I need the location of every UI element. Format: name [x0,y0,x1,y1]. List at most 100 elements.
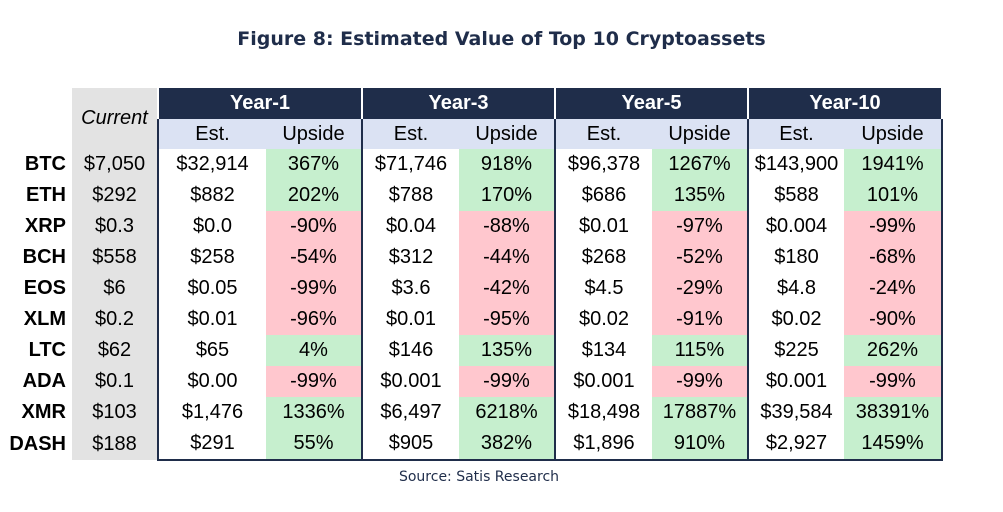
table-row: BTC $7,050 $32,914 367% $71,746 918% $96,378 12… [8,149,943,180]
upside-cell: 6218% [459,397,556,428]
symbol-cell: XLM [23,308,66,330]
estimate-cell: $291 [157,428,266,461]
estimate-cell: $6,497 [361,397,459,428]
estimate-cell: $686 [554,180,652,211]
symbol-cell: EOS [23,277,66,299]
upside-cell: -99% [652,366,749,397]
current-price-cell: $0.2 [72,304,158,335]
est-header: Est. [157,119,266,149]
symbol-cell: BCH [22,246,66,268]
upside-cell: 1941% [844,149,943,180]
upside-header: Upside [652,119,749,149]
upside-cell: -29% [652,273,749,304]
symbol-cell: BTC [24,153,66,175]
estimate-cell: $134 [554,335,652,366]
current-price-cell: $6 [72,273,158,304]
symbol-cell: ETH [26,184,66,206]
upside-cell: -96% [266,304,363,335]
estimate-cell: $96,378 [554,149,652,180]
upside-cell: 1267% [652,149,749,180]
upside-header: Upside [844,119,943,149]
upside-cell: -42% [459,273,556,304]
estimate-cell: $0.004 [747,211,844,242]
upside-cell: 135% [459,335,556,366]
symbol-cell: XRP [24,215,66,237]
estimate-cell: $0.001 [747,366,844,397]
upside-cell: -54% [266,242,363,273]
upside-cell: 202% [266,180,363,211]
estimate-cell: $225 [747,335,844,366]
est-header: Est. [747,119,844,149]
estimate-cell: $788 [361,180,459,211]
current-price-cell: $0.3 [72,211,158,242]
upside-cell: -97% [652,211,749,242]
upside-cell: 101% [844,180,943,211]
source-note: Source: Satis Research [398,469,560,485]
upside-cell: 1459% [844,428,943,461]
upside-cell: -90% [844,304,943,335]
current-price-cell: $7,050 [72,149,158,180]
upside-cell: -24% [844,273,943,304]
upside-cell: -52% [652,242,749,273]
estimate-cell: $312 [361,242,459,273]
upside-header: Upside [459,119,556,149]
estimate-cell: $0.01 [157,304,266,335]
current-price-cell: $0.1 [72,366,158,397]
period-header: Year-1 [157,88,363,119]
symbol-cell: DASH [9,432,66,455]
upside-cell: -95% [459,304,556,335]
estimate-cell: $3.6 [361,273,459,304]
est-header: Est. [554,119,652,149]
upside-cell: -68% [844,242,943,273]
upside-cell: 1336% [266,397,363,428]
current-header: Current [72,88,158,149]
current-price-cell: $558 [72,242,158,273]
estimate-cell: $1,476 [157,397,266,428]
current-price-cell: $62 [72,335,158,366]
estimate-cell: $39,584 [747,397,844,428]
upside-cell: 115% [652,335,749,366]
estimate-cell: $0.0 [157,211,266,242]
upside-cell: 918% [459,149,556,180]
estimate-cell: $588 [747,180,844,211]
chart-title: Figure 8: Estimated Value of Top 10 Cryp… [237,28,766,50]
upside-cell: 135% [652,180,749,211]
table-row: XLM $0.2 $0.01 -96% $0.01 -95% $0.02 -91% $0.02-… [8,304,943,335]
estimate-cell: $0.01 [554,211,652,242]
estimate-cell: $0.05 [157,273,266,304]
symbol-cell: XMR [21,401,66,423]
estimate-cell: $0.02 [554,304,652,335]
upside-cell: -99% [844,366,943,397]
estimate-cell: $0.04 [361,211,459,242]
estimate-cell: $882 [157,180,266,211]
estimate-cell: $905 [361,428,459,461]
upside-cell: -99% [266,273,363,304]
estimate-cell: $258 [157,242,266,273]
upside-cell: 910% [652,428,749,461]
period-header: Year-3 [361,88,556,119]
current-price-cell: $103 [72,397,158,428]
table-row: ADA $0.1 $0.00 -99% $0.001 -99% $0.001 -99% $0.0… [8,366,943,397]
table-row: DASH $188 $291 55% $905 382% $1,896 910% $2,927 1… [8,428,943,461]
symbol-cell: ADA [22,370,66,392]
table-row: EOS $6 $0.05 -99% $3.6 -42% $4.5 -29% $4.8 -24% [8,273,943,304]
estimate-cell: $1,896 [554,428,652,461]
upside-cell: 367% [266,149,363,180]
symbol-header-spacer [8,88,72,149]
upside-cell: -99% [844,211,943,242]
estimate-cell: $4.8 [747,273,844,304]
estimate-cell: $143,900 [747,149,844,180]
estimate-cell: $32,914 [157,149,266,180]
period-header: Year-5 [554,88,749,119]
estimate-cell: $2,927 [747,428,844,461]
crypto-value-table: Current Year-1 Year-3 Year-5 Year-10 Est… [8,88,943,461]
estimate-cell: $0.001 [554,366,652,397]
table-row: XRP $0.3 $0.0 -90% $0.04 -88% $0.01 -97% $0.004-… [8,211,943,242]
upside-cell: -99% [459,366,556,397]
estimate-cell: $268 [554,242,652,273]
upside-cell: 262% [844,335,943,366]
upside-cell: -44% [459,242,556,273]
upside-cell: -90% [266,211,363,242]
estimate-cell: $0.001 [361,366,459,397]
current-price-cell: $188 [72,428,158,460]
